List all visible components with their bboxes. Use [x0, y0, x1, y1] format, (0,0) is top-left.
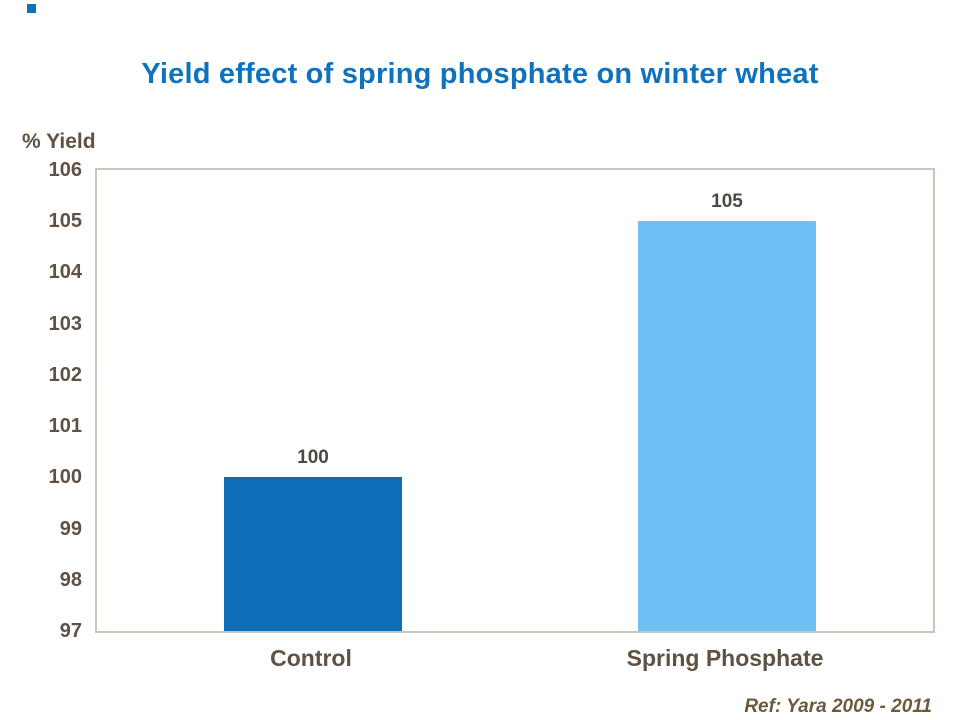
y-tick-label: 99 — [59, 518, 82, 540]
y-axis-label: % Yield — [22, 130, 96, 153]
x-category-label: Spring Phosphate — [626, 645, 824, 671]
y-tick-label: 104 — [48, 261, 82, 283]
bar-control — [224, 477, 402, 631]
y-tick-label: 100 — [48, 466, 82, 488]
y-tick-label: 101 — [48, 415, 82, 437]
bar-spring-phosphate — [638, 221, 816, 631]
reference-note: Ref: Yara 2009 - 2011 — [744, 696, 932, 717]
bar-value-label: 105 — [711, 191, 743, 212]
y-tick-label: 103 — [48, 313, 82, 335]
y-tick-label: 105 — [48, 210, 82, 232]
y-tick-label: 97 — [59, 620, 82, 642]
y-tick-label: 102 — [48, 364, 82, 386]
y-tick-label: 106 — [48, 159, 82, 181]
y-axis: 97 98 99 100 101 102 103 104 105 106 — [0, 159, 82, 642]
bar-value-label: 100 — [297, 447, 329, 468]
y-tick-label: 98 — [59, 569, 82, 591]
chart-title: Yield effect of spring phosphate on wint… — [141, 58, 819, 90]
corner-mark — [27, 4, 36, 13]
x-axis: Control Spring Phosphate — [95, 645, 935, 677]
x-category-label: Control — [270, 645, 352, 671]
plot-area: 100 105 — [95, 168, 935, 633]
